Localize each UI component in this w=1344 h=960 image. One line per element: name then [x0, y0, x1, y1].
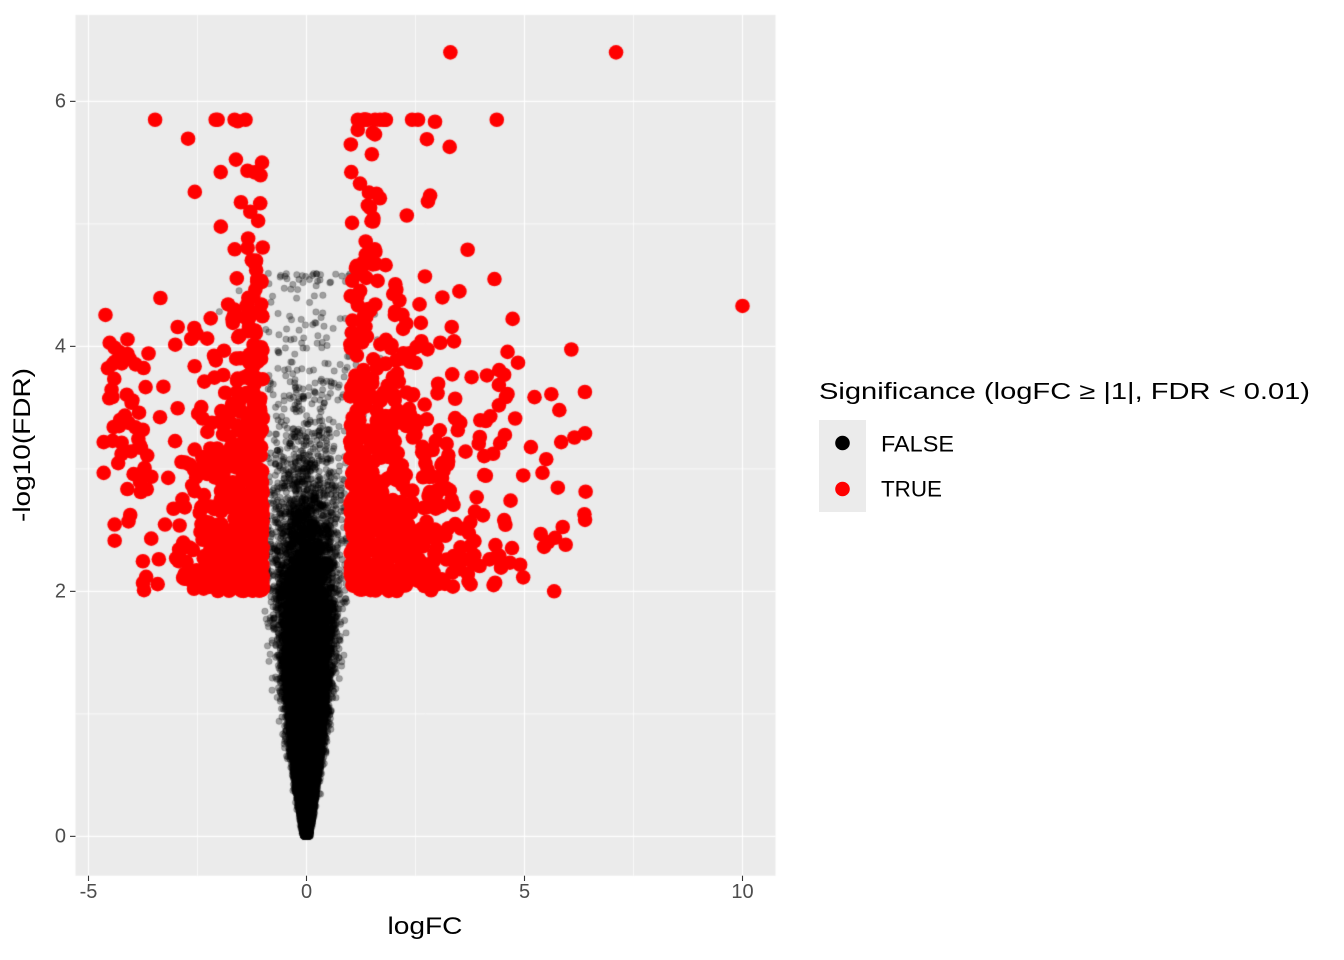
svg-text:TRUE: TRUE [881, 476, 942, 501]
svg-text:10: 10 [731, 881, 753, 903]
svg-text:0: 0 [55, 825, 66, 847]
svg-text:4: 4 [55, 335, 66, 357]
svg-text:5: 5 [519, 881, 530, 903]
svg-text:-5: -5 [80, 881, 98, 903]
svg-text:6: 6 [55, 90, 66, 112]
svg-text:FALSE: FALSE [881, 431, 954, 456]
svg-text:Significance (logFC ≥ |1|, FDR: Significance (logFC ≥ |1|, FDR < 0.01) [819, 378, 1310, 404]
svg-text:-log10(FDR): -log10(FDR) [9, 368, 36, 522]
svg-text:2: 2 [55, 580, 66, 602]
svg-text:0: 0 [301, 881, 312, 903]
svg-text:logFC: logFC [388, 913, 463, 940]
